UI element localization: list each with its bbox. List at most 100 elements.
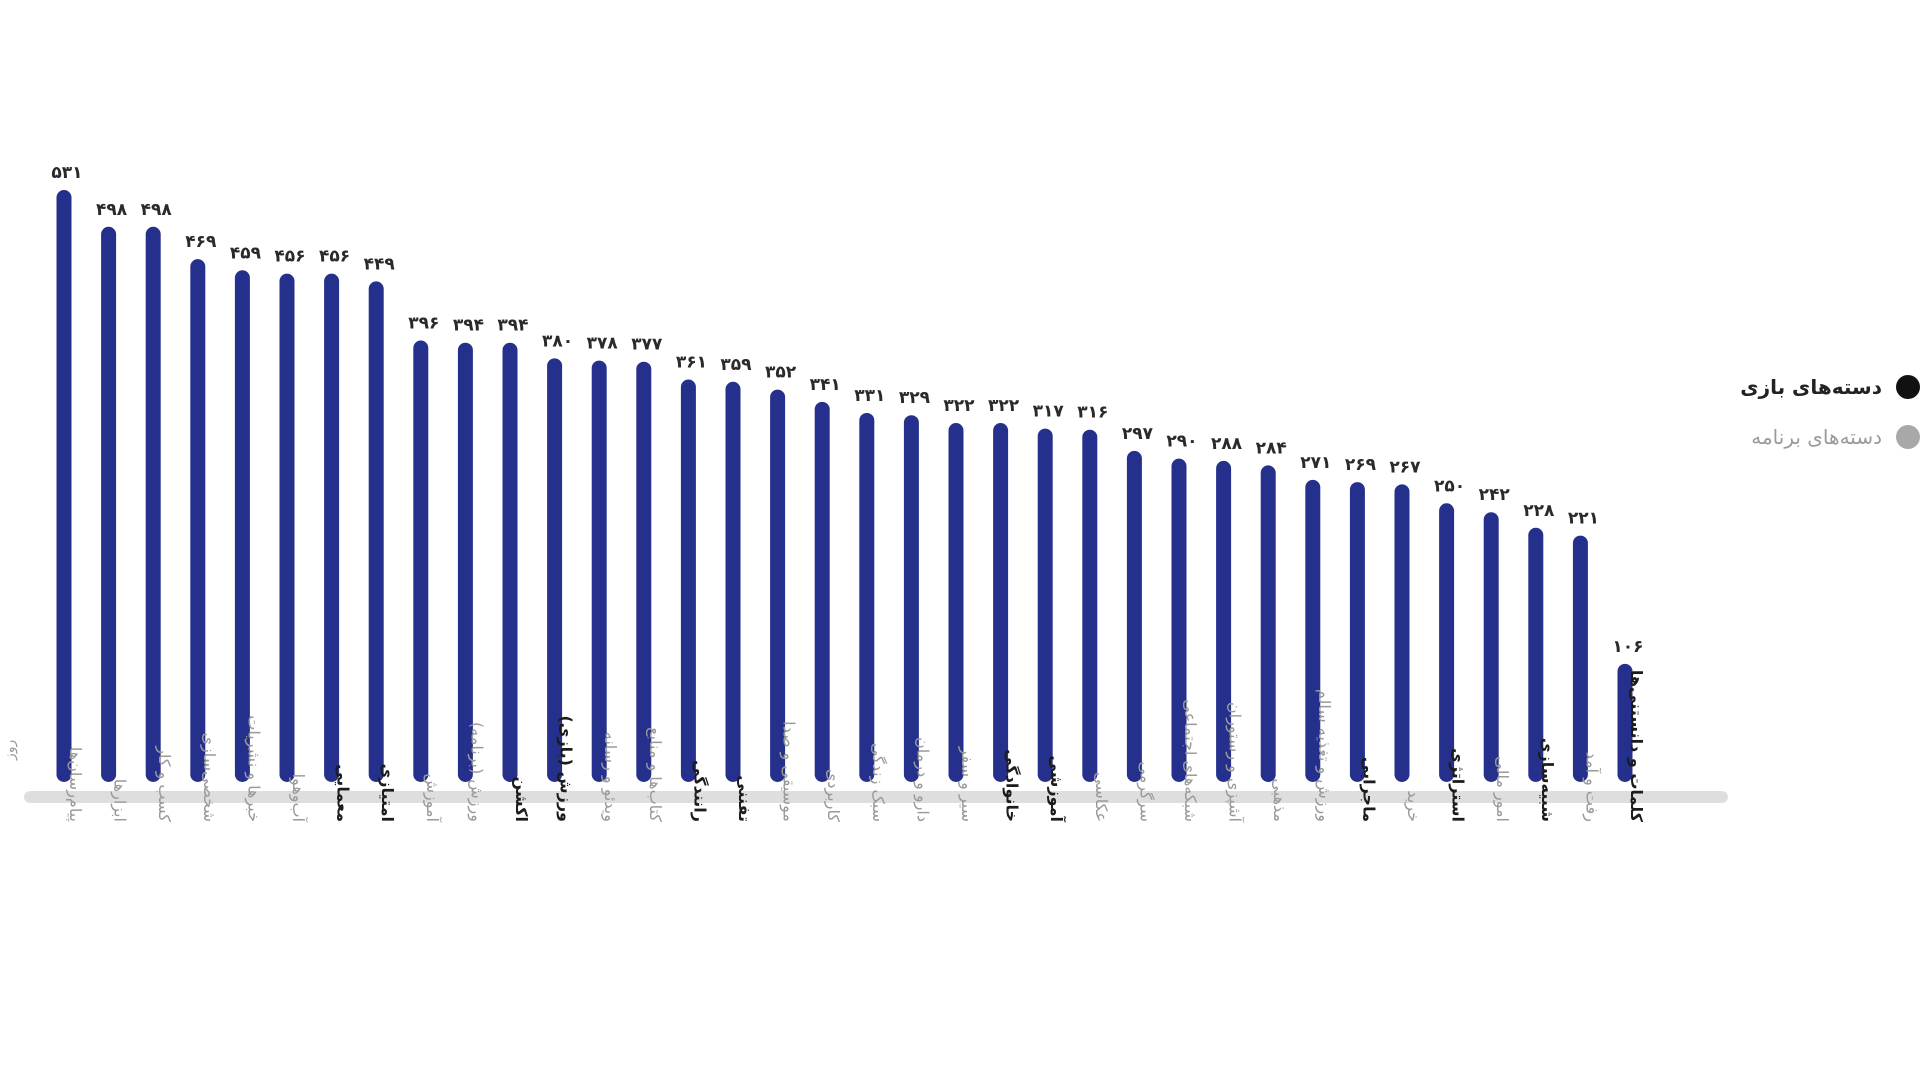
- value-label: ۱۰۶: [1612, 637, 1643, 657]
- value-label: ۳۱۷: [1033, 402, 1065, 422]
- category-label: ورزش (بازی): [557, 715, 576, 822]
- bar[interactable]: [1082, 429, 1098, 782]
- category-label: آموزشی: [1047, 755, 1067, 822]
- bars-layer: [56, 190, 1633, 782]
- bar[interactable]: [547, 358, 563, 782]
- category-label: ورزش (برنامه): [466, 722, 486, 822]
- bar[interactable]: [859, 412, 875, 782]
- legend-label-games: دسته‌های بازی: [1740, 375, 1882, 399]
- bar[interactable]: [413, 340, 429, 782]
- value-label: ۲۶۹: [1345, 455, 1377, 475]
- legend-label-apps: دسته‌های برنامه: [1751, 425, 1882, 449]
- category-label: ماجرایی: [1359, 757, 1378, 822]
- value-label: ۳۳۱: [854, 386, 885, 406]
- value-label: ۲۹۰: [1166, 432, 1197, 452]
- category-labels-layer: پیام‌رسان‌ها ابزارها کسب و کار شخصی‌سازی خبر…: [65, 670, 1646, 824]
- category-label: آموزش: [422, 773, 442, 823]
- value-label: ۴۵۶: [274, 247, 305, 267]
- legend-item-apps[interactable]: دسته‌های برنامه: [1660, 422, 1920, 452]
- bar[interactable]: [1349, 482, 1365, 782]
- bar[interactable]: [948, 423, 964, 782]
- bar[interactable]: [725, 381, 741, 782]
- category-label: خانوادگی: [1003, 749, 1022, 822]
- category-label: رفت و آمد: [1581, 752, 1601, 822]
- value-label: ۴۵۶: [319, 247, 350, 267]
- value-label: ۳۲۲: [943, 396, 975, 416]
- value-label: ۴۶۹: [185, 232, 217, 252]
- category-label: دارو و درمان: [912, 737, 932, 822]
- value-label: ۴۹۸: [141, 200, 173, 220]
- value-label: ۲۷۱: [1300, 453, 1331, 473]
- bar[interactable]: [680, 379, 696, 782]
- category-label: سیر و سفر: [957, 746, 977, 822]
- category-label: مذهبی: [1270, 778, 1289, 822]
- bar[interactable]: [1305, 479, 1321, 782]
- value-labels-layer: ۵۳۱ ۴۹۸ ۴۹۸ ۴۶۹ ۴۵۹ ۴۵۶ ۴۵۶ ۴۴۹ ۳۹۶ ۳۹۴ ۳۹۴ ۳۸۰ ۳۷۸ ۳…: [51, 163, 1643, 657]
- category-label: ابزارها: [110, 779, 130, 822]
- legend-swatch-apps: [1896, 425, 1920, 449]
- bar[interactable]: [591, 360, 607, 782]
- bar[interactable]: [1216, 460, 1232, 782]
- category-label: رانندگی: [690, 760, 709, 822]
- value-label: ۲۲۱: [1568, 509, 1599, 529]
- bar[interactable]: [324, 273, 340, 782]
- value-label: ۵۳۱: [51, 163, 82, 183]
- legend-item-games[interactable]: دسته‌های بازی: [1660, 372, 1920, 402]
- value-label: ۳۲۲: [988, 396, 1020, 416]
- bar[interactable]: [1260, 465, 1276, 782]
- category-label: کلمات و دانستنی‌ها: [1627, 670, 1646, 823]
- bar[interactable]: [1394, 484, 1410, 782]
- bar[interactable]: [814, 401, 830, 782]
- bar[interactable]: [903, 415, 919, 782]
- value-label: ۳۹۴: [453, 316, 484, 336]
- value-label: ۲۴۲: [1479, 485, 1511, 505]
- category-label: سرگرمی: [1135, 761, 1155, 822]
- value-label: ۴۵۹: [230, 243, 262, 263]
- bar[interactable]: [1439, 503, 1455, 782]
- bar[interactable]: [101, 226, 117, 782]
- value-label: ۳۷۸: [587, 334, 619, 354]
- bar[interactable]: [1037, 428, 1053, 782]
- category-label: اکشن: [512, 777, 531, 822]
- bar[interactable]: [190, 259, 206, 782]
- y-axis-unit-label: روز: [2, 739, 18, 760]
- value-label: ۳۹۶: [408, 314, 439, 334]
- category-label: تفننی: [735, 775, 754, 822]
- bar[interactable]: [1617, 663, 1633, 782]
- bar[interactable]: [1483, 512, 1499, 782]
- value-label: ۳۸۰: [542, 331, 573, 351]
- category-label: ویدئو و رسانه: [600, 732, 620, 822]
- bar[interactable]: [145, 226, 161, 782]
- value-label: ۳۵۹: [720, 355, 752, 375]
- bar[interactable]: [636, 361, 652, 782]
- bar[interactable]: [1171, 458, 1187, 782]
- value-label: ۳۵۲: [765, 363, 797, 383]
- bar[interactable]: [993, 423, 1009, 782]
- bar[interactable]: [1528, 527, 1544, 782]
- value-label: ۳۲۹: [899, 388, 931, 408]
- category-label: آب‌وهوا: [288, 774, 308, 824]
- value-label: ۴۴۹: [364, 254, 396, 274]
- value-label: ۲۹۷: [1122, 424, 1154, 444]
- bar[interactable]: [56, 190, 72, 782]
- category-label: امور مالی: [1492, 756, 1512, 822]
- bar[interactable]: [457, 342, 473, 782]
- bar[interactable]: [1126, 450, 1142, 782]
- category-label: کتاب‌ها و منابع: [645, 727, 665, 822]
- category-label: عکاسی: [1092, 772, 1111, 822]
- category-label: پیام‌رسان‌ها: [65, 747, 85, 822]
- category-label: امتیازی: [378, 764, 397, 822]
- bar[interactable]: [502, 342, 518, 782]
- bar[interactable]: [1572, 535, 1588, 782]
- bar[interactable]: [234, 270, 250, 782]
- legend-swatch-games: [1896, 375, 1920, 399]
- category-label: خرید: [1403, 790, 1423, 822]
- category-label: موسیقی و صدا: [779, 721, 799, 822]
- bar[interactable]: [368, 281, 384, 782]
- value-label: ۳۹۴: [497, 316, 528, 336]
- category-label: سبک زندگی: [868, 743, 888, 822]
- bar[interactable]: [770, 389, 786, 782]
- value-label: ۳۷۷: [631, 335, 663, 355]
- bar[interactable]: [279, 273, 295, 782]
